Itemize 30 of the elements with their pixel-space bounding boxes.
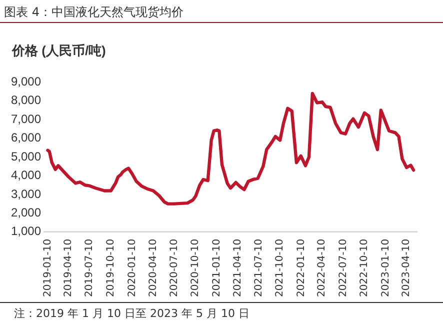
x-tick-label: 2019-10-10 xyxy=(105,238,116,298)
x-tick-label: 2020-04-10 xyxy=(148,238,159,298)
x-tick-label: 2019-04-10 xyxy=(63,238,74,298)
y-tick-label: 8,000 xyxy=(11,93,42,108)
x-tick-label: 2023-01-10 xyxy=(380,238,392,298)
x-tick-label: 2023-04-10 xyxy=(401,238,412,298)
y-tick-label: 6,000 xyxy=(11,130,42,145)
y-tick-label: 4,000 xyxy=(11,168,42,182)
x-tick-label: 2020-01-10 xyxy=(126,238,138,298)
x-tick-label: 2019-07-10 xyxy=(84,238,96,298)
x-tick-label: 2021-04-10 xyxy=(232,238,244,298)
x-tick-label: 2022-04-10 xyxy=(316,238,328,298)
x-tick-label: 2019-01-10 xyxy=(42,238,54,298)
y-tick-label: 7,000 xyxy=(11,112,42,126)
x-tick-label: 2022-07-10 xyxy=(338,238,349,298)
chart-title: 图表 4：中国液化天然气现货均价 xyxy=(4,4,184,21)
text: 注：2019 年 1 月 10 日至 2023 年 5 月 10 日 xyxy=(14,306,250,321)
y-tick-label: 5,000 xyxy=(11,149,42,164)
x-tick-label: 2021-10-10 xyxy=(274,238,286,298)
y-tick-label: 1,000 xyxy=(11,224,42,238)
y-tick-label: 9,000 xyxy=(11,74,42,89)
y-axis-title: 价格 (人民币/吨) xyxy=(12,42,106,60)
x-tick-label: 2021-07-10 xyxy=(253,238,264,298)
x-tick-label: 2020-10-10 xyxy=(190,238,202,298)
x-tick-label: 2022-01-10 xyxy=(296,238,307,298)
x-tick-label: 2021-01-10 xyxy=(211,238,222,298)
x-tick-label: 2022-10-10 xyxy=(359,238,370,298)
y-tick-label: 2,000 xyxy=(11,205,42,220)
y-tick-label: 3,000 xyxy=(11,186,42,201)
x-tick-label: 2020-07-10 xyxy=(168,238,180,298)
